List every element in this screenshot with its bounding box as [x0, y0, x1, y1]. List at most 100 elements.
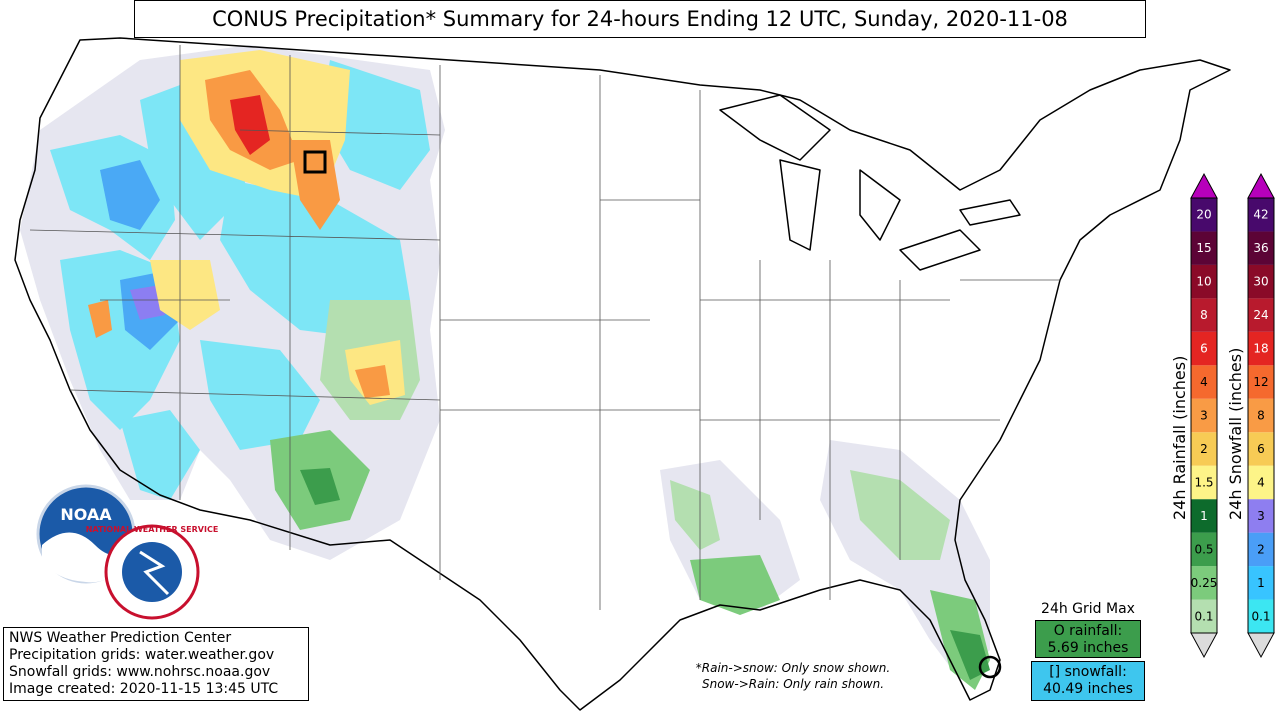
snow-swatch: [1248, 198, 1274, 232]
rain-tick-label: 15: [1196, 241, 1211, 255]
snow-tick-label: 18: [1253, 342, 1268, 356]
rain-tick-label: 4: [1200, 375, 1208, 389]
rain-swatch: [1191, 365, 1217, 399]
orange-snow-area-4: [355, 365, 390, 398]
rain-tick-label: 0.1: [1194, 609, 1213, 623]
rain-tick-label: 1.5: [1194, 475, 1213, 489]
credits-line-4: Image created: 2020-11-15 13:45 UTC: [9, 681, 279, 697]
grid-max-snowfall-box: [] snowfall: 40.49 inches: [1031, 661, 1145, 701]
yellow-snow-area-2: [150, 260, 220, 330]
rain-tick-label: 6: [1200, 342, 1208, 356]
rain-colorbar-frame: [1190, 197, 1218, 634]
nws-logo-text: NATIONAL WEATHER SERVICE: [86, 525, 219, 534]
us-boundary: [14, 37, 1231, 711]
rain-swatch: [1191, 198, 1217, 232]
rain-swatch: [1191, 499, 1217, 533]
map-title: CONUS Precipitation* Summary for 24-hour…: [134, 0, 1146, 38]
rain-swatch: [1191, 331, 1217, 366]
rain-swatch: [1191, 599, 1217, 633]
grid-max-snowfall-value: 40.49 inches: [1043, 681, 1133, 697]
rain-tick-label: 8: [1200, 308, 1208, 322]
great-lakes: [719, 94, 1021, 271]
rain-tick-label: 20: [1196, 208, 1211, 222]
snow-tick-label: 4: [1257, 475, 1265, 489]
rain-swatch: [1191, 264, 1217, 299]
blue-precip-area: [100, 160, 160, 230]
snow-swatch: [1248, 532, 1274, 567]
max-snowfall-square-icon: [303, 150, 327, 174]
orange-snow-area-2: [290, 140, 340, 230]
green-precip-area-ms: [670, 480, 720, 550]
rain-tick-label: 2: [1200, 442, 1208, 456]
snow-tick-label: 1: [1257, 576, 1265, 590]
snow-colorbar-frame: [1247, 197, 1275, 634]
snow-tick-label: 3: [1257, 509, 1265, 523]
snow-tick-label: 24: [1253, 308, 1268, 322]
grid-max-rainfall-value: 5.69 inches: [1047, 640, 1129, 656]
max-rainfall-circle-icon: [978, 655, 1002, 679]
grid-max-title: 24h Grid Max: [1041, 601, 1135, 617]
grid-max-rainfall-label: O rainfall:: [1053, 623, 1123, 639]
rain-swatch: [1191, 231, 1217, 265]
rainfall-scale-label: 24h Rainfall (inches): [1170, 355, 1189, 520]
purple-precip-area: [130, 285, 165, 320]
snowfall-scale-label: 24h Snowfall (inches): [1226, 347, 1245, 520]
dark-green-precip-area: [300, 468, 340, 505]
rain-swatch: [1191, 432, 1217, 466]
snow-swatch: [1248, 499, 1274, 533]
rain-swatch: [1191, 465, 1217, 500]
rain-swatch: [1191, 398, 1217, 433]
snow-swatch: [1248, 298, 1274, 332]
snow-tick-label: 2: [1257, 542, 1265, 556]
rain-swatch: [1191, 532, 1217, 567]
snow-swatch: [1248, 365, 1274, 399]
red-snow-area: [230, 95, 270, 155]
snow-swatch: [1248, 264, 1274, 299]
state-borders: [29, 45, 1060, 610]
nws-logo: NATIONAL WEATHER SERVICE: [86, 524, 219, 620]
snow-swatch: [1248, 465, 1274, 500]
credits-box: NWS Weather Prediction Center Precipitat…: [3, 627, 309, 701]
green-precip-area-la: [690, 555, 780, 615]
snow-swatch: [1248, 599, 1274, 633]
grid-max-snowfall-label: [] snowfall:: [1049, 664, 1127, 680]
credits-line-3: Snowfall grids: www.nohrsc.noaa.gov: [9, 664, 271, 680]
us-outline: [14, 37, 1231, 711]
snow-tick-label: 36: [1253, 241, 1268, 255]
rain-swatch: [1191, 566, 1217, 600]
rain-swatch: [1191, 298, 1217, 332]
snow-tick-label: 42: [1253, 208, 1268, 222]
rain-under-triangle: [1190, 632, 1218, 659]
snow-tick-label: 0.1: [1251, 609, 1270, 623]
orange-snow-area-3: [88, 300, 112, 338]
rain-tick-label: 0.25: [1191, 576, 1218, 590]
rain-tick-label: 0.5: [1194, 542, 1213, 556]
snow-swatch: [1248, 231, 1274, 265]
note-line-1: *Rain->snow: Only snow shown.: [695, 661, 891, 675]
credits-line-1: NWS Weather Prediction Center: [9, 630, 232, 646]
snow-tick-label: 6: [1257, 442, 1265, 456]
snow-tick-label: 8: [1257, 409, 1265, 423]
snow-swatch: [1248, 432, 1274, 466]
snow-tick-label: 12: [1253, 375, 1268, 389]
snow-swatch: [1248, 398, 1274, 433]
credits-line-2: Precipitation grids: water.weather.gov: [9, 647, 275, 663]
snow-tick-label: 30: [1253, 275, 1268, 289]
snow-over-triangle: [1247, 172, 1275, 199]
western-precipitation-area: [20, 45, 445, 560]
southeastern-precipitation-area: [660, 440, 990, 690]
note-line-2: Snow->Rain: Only rain shown.: [701, 677, 885, 691]
rainfall-colorbar: 0.1 0.25 0.5 1 1.5 2 3 4 6 8 10 15 20: [1190, 172, 1218, 659]
rain-over-triangle: [1190, 172, 1218, 199]
rain-tick-label: 3: [1200, 409, 1208, 423]
grid-max-rainfall-box: O rainfall: 5.69 inches: [1035, 620, 1141, 658]
rain-snow-note: *Rain->snow: Only snow shown. Snow->Rain…: [662, 660, 924, 692]
snow-swatch: [1248, 566, 1274, 600]
rain-tick-label: 10: [1196, 275, 1211, 289]
noaa-logo-text: NOAA: [60, 505, 112, 524]
rain-tick-label: 1: [1200, 509, 1208, 523]
snow-under-triangle: [1247, 632, 1275, 659]
snow-swatch: [1248, 331, 1274, 366]
